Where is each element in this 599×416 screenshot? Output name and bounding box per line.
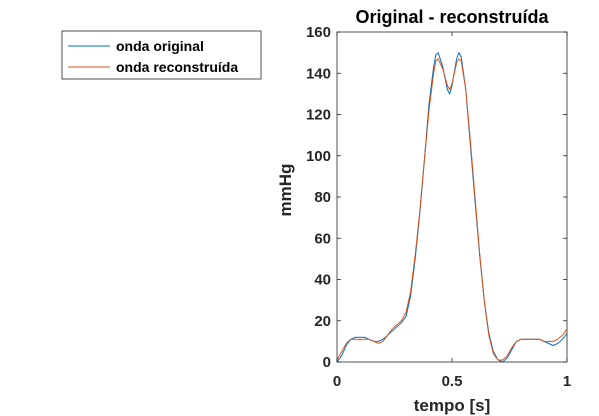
legend-box bbox=[61, 30, 262, 80]
x-ticks: 0 0.5 1 bbox=[333, 32, 571, 390]
y-tick-label: 120 bbox=[306, 107, 331, 124]
legend-label-onda-original: onda original bbox=[116, 38, 204, 54]
y-tick-label: 20 bbox=[314, 313, 331, 330]
x-tick-label: 0.5 bbox=[442, 373, 463, 390]
series-line-1 bbox=[336, 58, 568, 361]
chart-title: Original - reconstruída bbox=[355, 7, 549, 27]
y-tick-label: 160 bbox=[306, 24, 331, 41]
x-tick-label: 1 bbox=[563, 373, 571, 390]
y-tick-label: 140 bbox=[306, 65, 331, 82]
y-ticks: 0 20 40 60 80 100 120 140 160 bbox=[306, 24, 567, 371]
y-tick-label: 60 bbox=[314, 230, 331, 247]
y-tick-label: 0 bbox=[323, 354, 331, 371]
legend-label-onda-reconstruida: onda reconstruída bbox=[116, 59, 238, 75]
legend: onda original onda reconstruída bbox=[61, 30, 262, 80]
y-tick-label: 80 bbox=[314, 189, 331, 206]
y-tick-label: 40 bbox=[314, 272, 331, 289]
x-axis-label: tempo [s] bbox=[414, 396, 491, 415]
y-axis-label: mmHg bbox=[276, 164, 295, 217]
x-tick-label: 0 bbox=[333, 373, 341, 390]
series-layer bbox=[336, 52, 568, 363]
y-tick-label: 100 bbox=[306, 148, 331, 165]
